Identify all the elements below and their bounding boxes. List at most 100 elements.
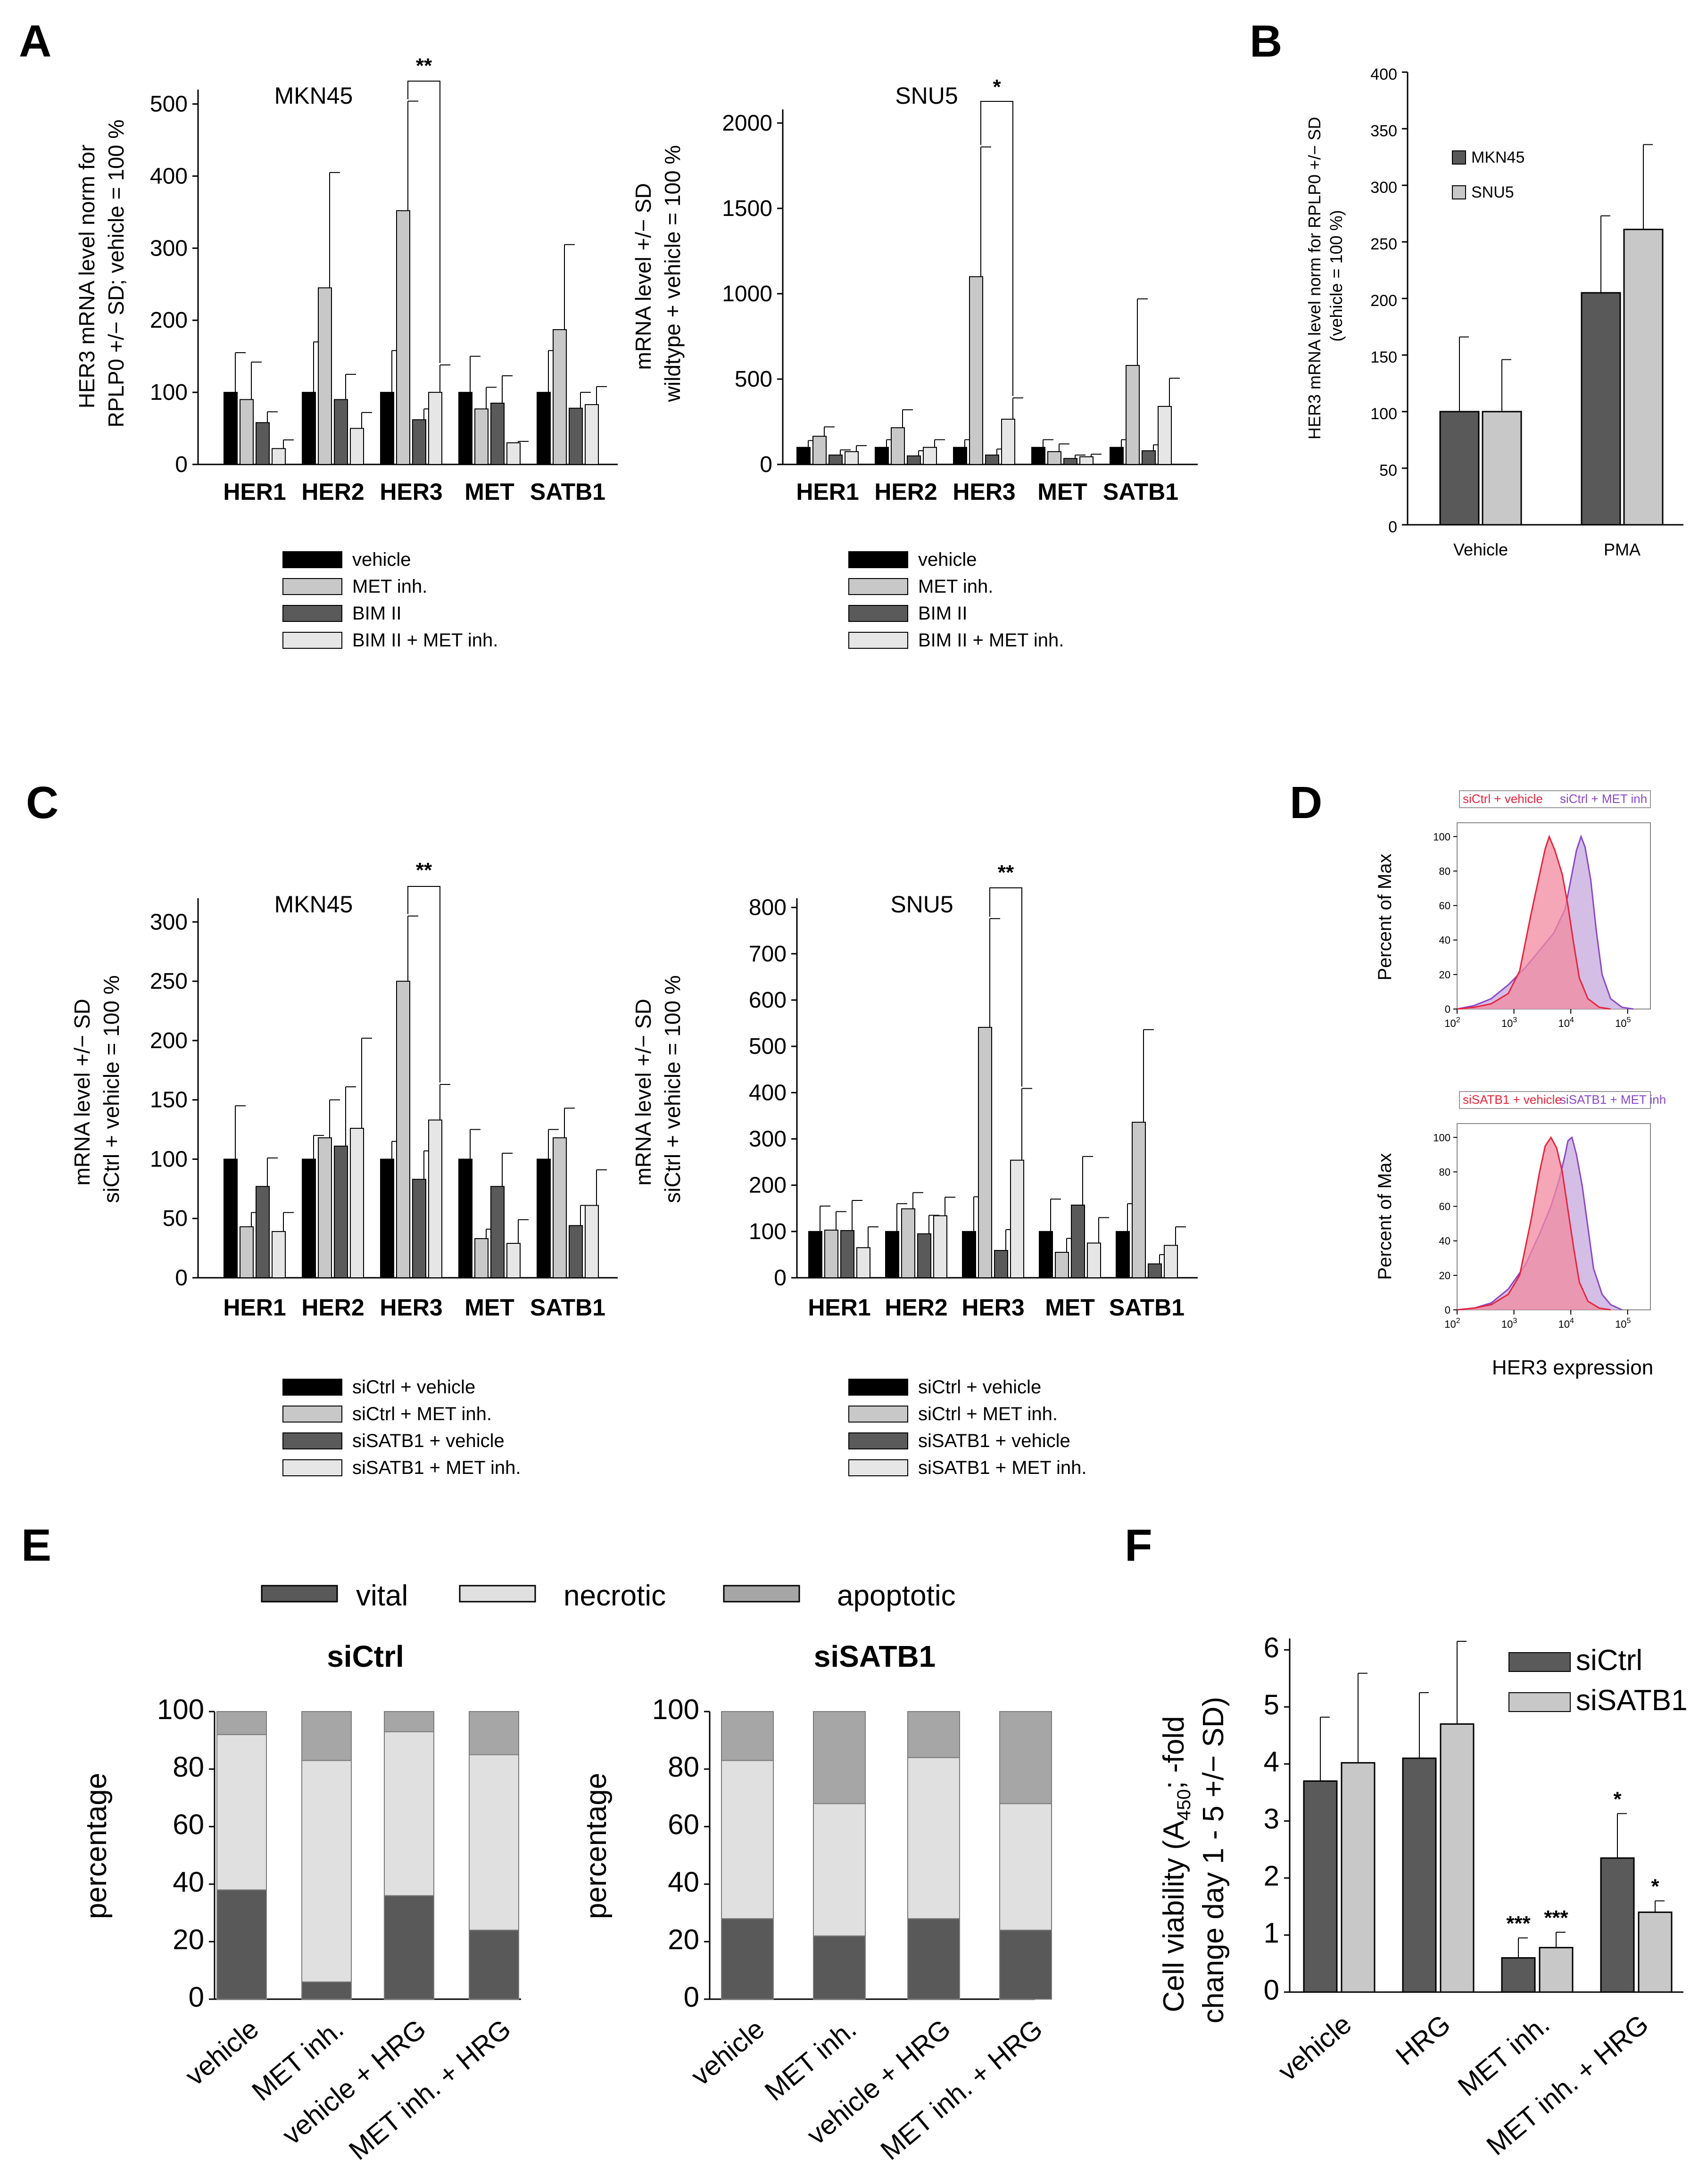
bar-met-inh-sictrl: [1501, 1957, 1536, 1993]
category-label-her3: HER3: [961, 1294, 1024, 1321]
segment-met-inh-hrg-vital: [469, 1929, 519, 2000]
bar-pma-snu5: [1623, 229, 1664, 526]
category-label-her3: HER3: [380, 1294, 442, 1321]
legend-swatch-met-inh: [848, 578, 908, 595]
legend-swatch-apoptotic: [723, 1585, 800, 1603]
segment-vehicle-apoptotic: [216, 1711, 267, 1735]
category-label-her1: HER1: [796, 479, 859, 505]
significance-label: ***: [1544, 1906, 1568, 1929]
segment-vehicle-necrotic: [216, 1734, 267, 1891]
category-label-hrg: HRG: [1390, 2009, 1457, 2071]
flow-bottom-ytick-label: 20: [1439, 1270, 1450, 1282]
chart-e2-ytick-label: 80: [668, 1751, 699, 1783]
bar-met-met-inh: [474, 408, 489, 465]
category-label-satb1: SATB1: [530, 479, 605, 505]
segment-met-inh-apoptotic: [813, 1711, 866, 1804]
flow-bottom-ytick-label: 100: [1433, 1132, 1450, 1143]
bar-her2-sictrl-vehicle: [885, 1231, 899, 1279]
bar-pma-mkn45: [1581, 292, 1621, 526]
bar-hrg-sisatb1: [1440, 1723, 1475, 1993]
flow-bottom-ytick-label: 60: [1439, 1201, 1450, 1213]
significance-bracket: [980, 101, 1013, 396]
bar-her3-vehicle: [953, 447, 967, 465]
chart-a-snu5-title: SNU5: [895, 83, 958, 109]
flow-top-xtick-exponent: 5: [1627, 1016, 1631, 1024]
bar-met-sictrl-vehicle: [1039, 1231, 1053, 1279]
chart-a1-ytick-label: 500: [150, 92, 188, 117]
category-label-her3: HER3: [953, 479, 1015, 505]
flow-bottom-xtick-exponent: 2: [1456, 1317, 1460, 1325]
chart-c1-ytick-label: 100: [150, 1147, 188, 1172]
legend-label-met-inh: MET inh.: [352, 576, 427, 597]
flow-bottom-xtick-base: 10: [1444, 1318, 1456, 1330]
category-label-satb1: SATB1: [530, 1294, 605, 1321]
bar-her2-sisatb1-vehicle: [334, 1145, 348, 1278]
chart-c2-ytick-label: 300: [749, 1126, 787, 1151]
chart-a2-ytick-label: 500: [735, 367, 772, 392]
chart-c1-ytick-label: 250: [150, 969, 188, 994]
bar-satb1-met-inh: [553, 329, 567, 465]
chart-e1-ytick-label: 100: [157, 1694, 204, 1725]
category-label-vehicle: vehicle: [1272, 2009, 1357, 2087]
category-label-satb1: SATB1: [1109, 1294, 1185, 1321]
segment-vehicle-hrg-apoptotic: [907, 1711, 960, 1758]
legend-swatch-sisatb1: [1508, 1692, 1571, 1712]
chart-c1-ytick-label: 200: [150, 1028, 188, 1053]
bar-her1-sisatb1-vehicle: [840, 1230, 854, 1279]
bar-met-sictrl-met-inh: [474, 1238, 489, 1278]
bar-her3-sictrl-vehicle: [380, 1158, 394, 1278]
flow-bottom-xtick-base: 10: [1615, 1318, 1626, 1330]
chart-b-ytick-label: 150: [1370, 348, 1397, 366]
chart-e2-ytick-label: 60: [668, 1809, 699, 1840]
bar-satb1-sictrl-vehicle: [1116, 1231, 1130, 1279]
bar-her2-sictrl-met-inh: [318, 1137, 332, 1278]
legend-label-sisatb1-met-inh: siSATB1 + MET inh.: [918, 1457, 1087, 1478]
segment-met-inh-hrg-apoptotic: [469, 1711, 519, 1755]
legend-label-vehicle: vehicle: [918, 549, 977, 570]
flow-bottom-ytick-label: 80: [1439, 1166, 1450, 1178]
category-label-pma: PMA: [1604, 540, 1641, 559]
flow-top-area-purple: [1457, 836, 1633, 1009]
category-label-her1: HER1: [808, 1294, 870, 1321]
bar-her3-sisatb1-met-inh: [1010, 1159, 1024, 1278]
chart-e2-ytick-label: 0: [684, 1981, 699, 2013]
legend-label-sisatb1: siSATB1: [1576, 1684, 1688, 1717]
chart-e-sisatb1-title: siSATB1: [814, 1639, 936, 1673]
chart-e-sisatb1: siSATB1 percentage 0 20 40 60 80 100 vehicle M…: [580, 1639, 1052, 2166]
legend-label-sictrl: siCtrl: [1576, 1644, 1642, 1677]
legend-swatch-bim-ii: [282, 605, 342, 622]
chart-a-snu5-legend: vehicle MET inh. BIM II BIM II + MET inh.: [848, 549, 1064, 651]
significance-label: **: [416, 859, 432, 882]
bar-her1-sictrl-met-inh: [240, 1226, 254, 1278]
legend-label-met-inh: MET inh.: [918, 576, 993, 597]
flow-bottom-legend-purple: siSATB1 + MET inh: [1560, 1092, 1666, 1107]
legend-swatch-snu5: [1452, 185, 1466, 199]
bar-satb1-vehicle: [537, 392, 551, 465]
panel-label-a: A: [19, 16, 51, 66]
segment-vehicle-necrotic: [721, 1760, 774, 1919]
bar-her1-sisatb1-met-inh: [856, 1247, 870, 1278]
flow-top-ylabel: Percent of Max: [1375, 853, 1395, 980]
bar-her3-bim-ii: [985, 455, 999, 465]
segment-met-inh-necrotic: [813, 1803, 866, 1936]
chart-b-legend: MKN45 SNU5: [1452, 149, 1525, 201]
flow-top-ytick-label: 100: [1433, 831, 1450, 843]
category-label-her3: HER3: [380, 479, 442, 505]
chart-e1-ytick-label: 80: [173, 1751, 204, 1783]
chart-c-snu5-ylabel-line1: mRNA level +/− SD: [631, 999, 655, 1185]
bar-her1-sictrl-vehicle: [224, 1158, 238, 1278]
chart-b-ylabel-line2: (vehicle = 100 %): [1326, 210, 1346, 341]
bar-satb1-sictrl-met-inh: [1132, 1122, 1146, 1278]
flow-top-area-red: [1457, 836, 1611, 1009]
flow-top-ytick-label: 80: [1439, 865, 1450, 877]
segment-met-inh-vital: [301, 1981, 352, 2000]
flow-top-xtick-label: 103: [1501, 1016, 1517, 1029]
legend-label-sisatb1-vehicle: siSATB1 + vehicle: [918, 1431, 1070, 1451]
segment-met-inh-hrg-apoptotic: [999, 1711, 1052, 1804]
legend-swatch-necrotic: [459, 1585, 536, 1603]
bar-her2-met-inh: [891, 427, 905, 465]
flow-bottom-xtick-base: 10: [1558, 1318, 1569, 1330]
legend-swatch-vehicle: [282, 551, 342, 568]
bar-satb1-sisatb1-vehicle: [569, 1225, 583, 1278]
